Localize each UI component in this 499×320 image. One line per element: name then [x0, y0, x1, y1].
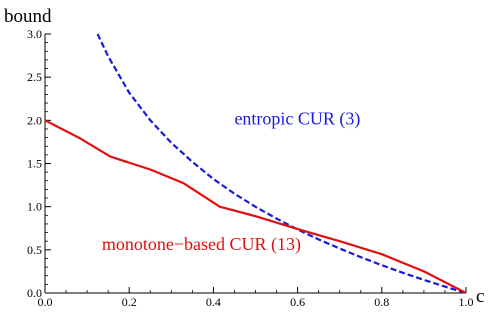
x-tick-label: 0.8: [374, 295, 389, 309]
y-tick-label: 2.0: [27, 113, 42, 127]
series-layer: [44, 33, 467, 295]
x-tick-label: 0.0: [38, 295, 53, 309]
annotation-entropic: entropic CUR (3): [234, 109, 360, 130]
y-tick-label: 2.5: [27, 70, 42, 84]
annotation-monotone: monotone−based CUR (13): [102, 234, 301, 255]
ticks: 0.0 0.2 0.4 0.6 0.8 1.0 0.0 0.5 1.0 1.5 2.0 2.5 3.0: [27, 27, 474, 309]
axes: [44, 34, 466, 294]
x-tick-label: 0.4: [206, 295, 221, 309]
y-tick-label: 1.0: [27, 200, 42, 214]
y-axis-title: bound: [4, 6, 52, 27]
x-tick-label: 1.0: [459, 295, 474, 309]
y-tick-label: 3.0: [27, 27, 42, 41]
series-line-0: [96, 33, 467, 295]
x-tick-label: 0.6: [290, 295, 305, 309]
y-tick-label: 0.0: [27, 286, 42, 300]
series-line-1: [44, 119, 467, 294]
x-axis-title: c: [476, 286, 484, 307]
y-tick-label: 1.5: [27, 157, 42, 171]
x-tick-label: 0.2: [122, 295, 137, 309]
y-tick-label: 0.5: [27, 243, 42, 257]
